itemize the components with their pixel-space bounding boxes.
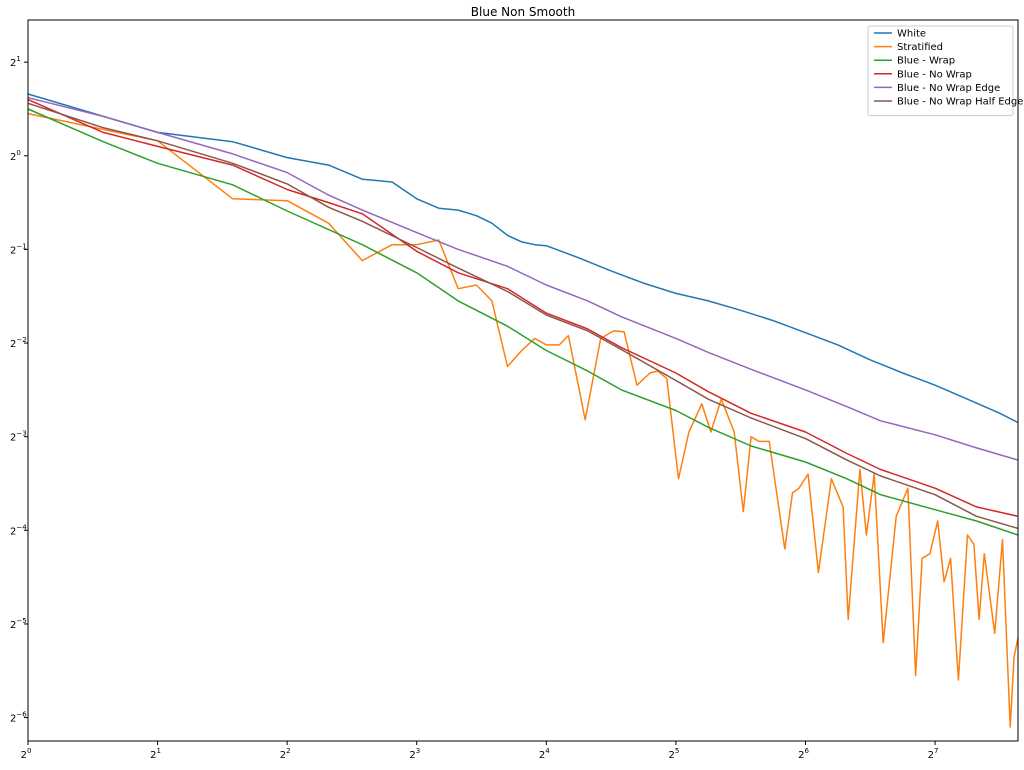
axes-frame — [27, 19, 1019, 742]
series-line-4 — [27, 98, 1019, 518]
legend-label: White — [897, 29, 926, 40]
legend-label: Stratified — [897, 42, 943, 53]
x-tick-label: 22 — [280, 747, 291, 761]
y-tick-exponent: −3 — [16, 430, 26, 438]
x-tick-label: 24 — [539, 747, 550, 761]
x-tick-exponent: 5 — [675, 747, 679, 755]
legend-label: Blue - No Wrap — [897, 69, 972, 80]
y-axis: 21 20 2−1 2−2 2−3 2−4 2−5 2−6 — [10, 55, 28, 725]
y-tick-label: 20 — [10, 149, 21, 163]
y-tick-exponent: −6 — [16, 711, 27, 719]
y-tick-label: 2−2 — [10, 336, 27, 350]
x-tick-exponent: 4 — [545, 747, 550, 755]
x-tick-exponent: 1 — [157, 747, 161, 755]
x-tick-exponent: 3 — [416, 747, 420, 755]
y-tick-label: 2−6 — [10, 711, 27, 725]
x-tick-exponent: 0 — [27, 747, 31, 755]
series-line-2 — [27, 112, 1019, 728]
x-tick-exponent: 7 — [934, 747, 938, 755]
y-tick-exponent: 0 — [16, 149, 20, 157]
y-tick-exponent: −2 — [16, 336, 26, 344]
y-tick-label: 2−4 — [10, 523, 27, 537]
legend-label: Blue - No Wrap Edge — [897, 83, 1000, 94]
y-tick-exponent: 1 — [16, 55, 20, 63]
y-tick-label: 2−5 — [10, 617, 27, 631]
y-tick-label: 2−3 — [10, 430, 27, 444]
x-tick-label: 25 — [668, 747, 679, 761]
x-tick-label: 26 — [798, 747, 809, 761]
x-tick-label: 27 — [928, 747, 939, 761]
legend-box — [867, 25, 1014, 117]
x-tick-exponent: 2 — [286, 747, 290, 755]
legend-label: Blue - No Wrap Half Edge — [897, 97, 1023, 108]
series-line-6 — [27, 102, 1019, 530]
legend-label: Blue - Wrap — [897, 56, 955, 67]
x-tick-exponent: 6 — [804, 747, 809, 755]
y-tick-label: 21 — [10, 55, 21, 69]
series-line-3 — [27, 108, 1019, 536]
x-axis: 20 21 22 23 24 25 26 27 — [21, 741, 939, 761]
legend: White Stratified Blue - Wrap Blue - No Wrap… — [867, 25, 1023, 117]
y-tick-exponent: −5 — [16, 617, 26, 625]
series-line-1 — [27, 93, 1019, 424]
x-tick-label: 20 — [21, 747, 32, 761]
y-tick-exponent: −1 — [16, 242, 26, 250]
y-tick-label: 2−1 — [10, 242, 27, 256]
x-tick-label: 23 — [409, 747, 420, 761]
series-line-5 — [27, 96, 1019, 461]
y-tick-exponent: −4 — [16, 523, 27, 531]
x-tick-label: 21 — [150, 747, 161, 761]
chart-title: Blue Non Smooth — [471, 5, 575, 19]
axes-border — [27, 19, 1019, 742]
plot-area — [27, 93, 1019, 728]
